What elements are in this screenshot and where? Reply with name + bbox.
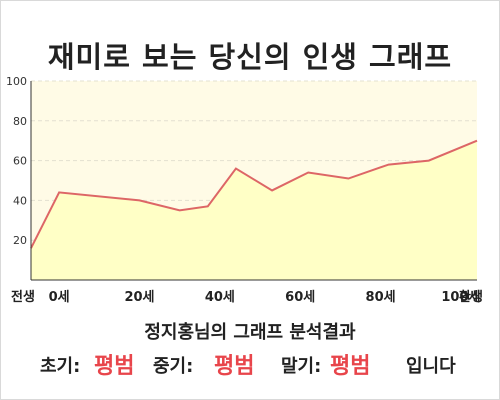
axes xyxy=(30,81,477,281)
page-title: 재미로 보는 당신의 인생 그래프 xyxy=(47,40,453,74)
life-line xyxy=(30,139,478,249)
x-tick-label-7: 환생 xyxy=(459,289,483,305)
early-value: 평범 xyxy=(94,354,135,379)
mid-label: 중기: xyxy=(153,356,194,377)
x-tick-label-3: 40세 xyxy=(205,290,235,305)
late-label: 말기: xyxy=(281,356,322,377)
result-suffix: 입니다 xyxy=(406,356,456,377)
x-tick-label-4: 60세 xyxy=(285,290,315,305)
life-area-fill xyxy=(31,140,477,280)
x-tick-label-2: 20세 xyxy=(124,290,154,305)
early-label: 초기: xyxy=(40,356,81,377)
x-tick-label-6: 100세 xyxy=(441,290,480,305)
y-tick-label-3: 80 xyxy=(13,115,27,128)
x-tick-label-0: 전생 xyxy=(11,289,35,305)
x-tick-label-5: 80세 xyxy=(366,290,396,305)
y-tick-labels: 20 40 60 80 100 xyxy=(6,75,27,247)
y-tick-label-1: 40 xyxy=(13,194,27,207)
result-heading: 정지홍님의 그래프 분석결과 xyxy=(144,322,356,343)
late-value: 평범 xyxy=(330,354,371,379)
result-summary: 초기: 평범 중기: 평범 말기: 평범 입니다 xyxy=(0,344,500,380)
y-tick-label-2: 60 xyxy=(13,155,27,168)
y-tick-label-4: 100 xyxy=(6,75,27,88)
x-tick-label-1: 0세 xyxy=(49,290,70,305)
mid-value: 평범 xyxy=(214,354,255,379)
y-tick-label-0: 20 xyxy=(13,234,27,247)
